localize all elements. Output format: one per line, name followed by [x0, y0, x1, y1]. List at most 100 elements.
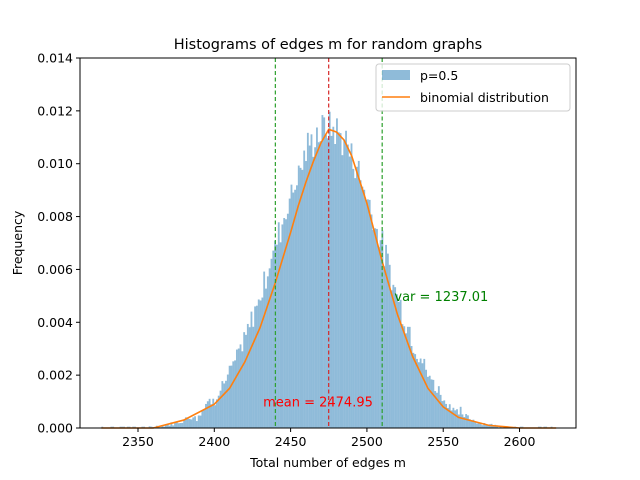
histogram-bar [343, 140, 346, 429]
histogram-bar [172, 425, 175, 428]
plot-frame [79, 57, 577, 429]
histogram-bar [181, 422, 184, 428]
histogram-bar [483, 423, 486, 428]
histogram-bar [430, 379, 433, 428]
histogram-bar [165, 425, 167, 428]
histogram-bar [166, 424, 169, 428]
histogram-bar [443, 400, 446, 428]
histogram-bar [447, 407, 449, 428]
histogram-bar [257, 299, 260, 428]
histogram-bar [188, 418, 191, 428]
histogram-bar [334, 144, 337, 428]
histogram-bar [337, 132, 340, 428]
histogram-bar [203, 409, 206, 428]
histogram-bar [452, 407, 455, 428]
histogram-bar [365, 200, 367, 428]
histogram-bar [312, 156, 315, 428]
histogram-bar [239, 344, 242, 428]
histogram-bar [467, 415, 469, 428]
histogram-bar [215, 399, 218, 428]
histogram-bar [241, 351, 244, 428]
histogram-bar [441, 401, 444, 428]
histogram-bar [234, 360, 236, 428]
x-tick-label: 2550 [427, 434, 459, 449]
histogram-bar [427, 376, 429, 428]
histogram-bar [386, 253, 389, 428]
histogram-bar [194, 416, 196, 428]
histogram-bar [270, 258, 273, 428]
histogram-bar [266, 276, 269, 428]
histogram-bar [381, 230, 384, 428]
histogram-bar [356, 166, 358, 428]
y-axis-label: Frequency [10, 210, 25, 275]
histogram-bar [499, 426, 502, 428]
histogram-bar [359, 180, 362, 428]
histogram-bar [185, 417, 187, 428]
histogram-bar [226, 374, 229, 428]
histogram-bar [361, 186, 364, 428]
histogram-bar [368, 199, 371, 428]
histogram-bar [492, 426, 495, 428]
histogram-bar [346, 144, 349, 428]
histogram-bar [397, 301, 400, 428]
histogram-bar [476, 423, 478, 428]
histogram-bar [336, 118, 338, 428]
histogram-bar [394, 287, 397, 428]
histogram-bar [190, 419, 193, 428]
chart-title: Histograms of edges m for random graphs [174, 37, 483, 53]
histogram-bar [376, 228, 378, 428]
histogram-bar [485, 424, 488, 428]
histogram-bar [392, 284, 395, 428]
histogram-bar [461, 414, 464, 428]
histogram-bar [425, 369, 427, 428]
y-tick-label: 0.010 [37, 156, 73, 171]
y-tick-label: 0.004 [37, 315, 73, 330]
histogram-bar [319, 141, 322, 428]
histogram-bar [316, 127, 318, 429]
x-tick-label: 2350 [122, 434, 154, 449]
histogram-bar [470, 421, 473, 428]
histogram-bar [174, 422, 176, 428]
histogram-bar [474, 421, 477, 428]
y-tick-label: 0.002 [37, 368, 73, 383]
histogram-bar [405, 333, 407, 428]
histogram-bar [228, 365, 231, 428]
histogram-bar [421, 363, 424, 428]
histogram-bar [217, 395, 220, 428]
histogram-bar [175, 421, 178, 428]
histogram-bar [177, 423, 180, 428]
histogram-bar [301, 169, 304, 428]
histogram-bar [326, 138, 329, 429]
histogram-bar [481, 425, 484, 428]
histogram-bar [256, 305, 258, 428]
histogram-bar [366, 199, 369, 428]
histogram-bar [410, 346, 413, 428]
histogram-bar [436, 392, 438, 428]
histogram-bar [290, 184, 293, 428]
reference-lines [274, 58, 383, 428]
histogram-bar [283, 218, 286, 428]
histogram-bar [428, 375, 431, 428]
histogram-bars [101, 111, 553, 429]
y-tick-label: 0.012 [37, 103, 73, 118]
histogram-bar [396, 294, 398, 428]
histogram-bar [317, 142, 320, 428]
histogram-bar [276, 244, 278, 428]
histogram-bar [454, 410, 457, 428]
histogram-bar [448, 404, 451, 428]
histogram-bar [245, 334, 247, 428]
histogram-bar [261, 297, 264, 428]
histogram-bar [192, 417, 195, 428]
mean-annotation: mean = 2474.95 [263, 396, 373, 411]
legend: p=0.5 binomial distribution [375, 63, 571, 112]
histogram-bar [237, 348, 240, 428]
histogram-bar [457, 414, 460, 428]
histogram-bar [250, 311, 253, 428]
histogram-bar [263, 271, 266, 428]
histogram-bar [183, 419, 186, 428]
histogram-bar [472, 419, 475, 428]
histogram-bar [403, 326, 406, 428]
histogram-bar [350, 143, 353, 428]
histogram-bar [357, 160, 360, 429]
